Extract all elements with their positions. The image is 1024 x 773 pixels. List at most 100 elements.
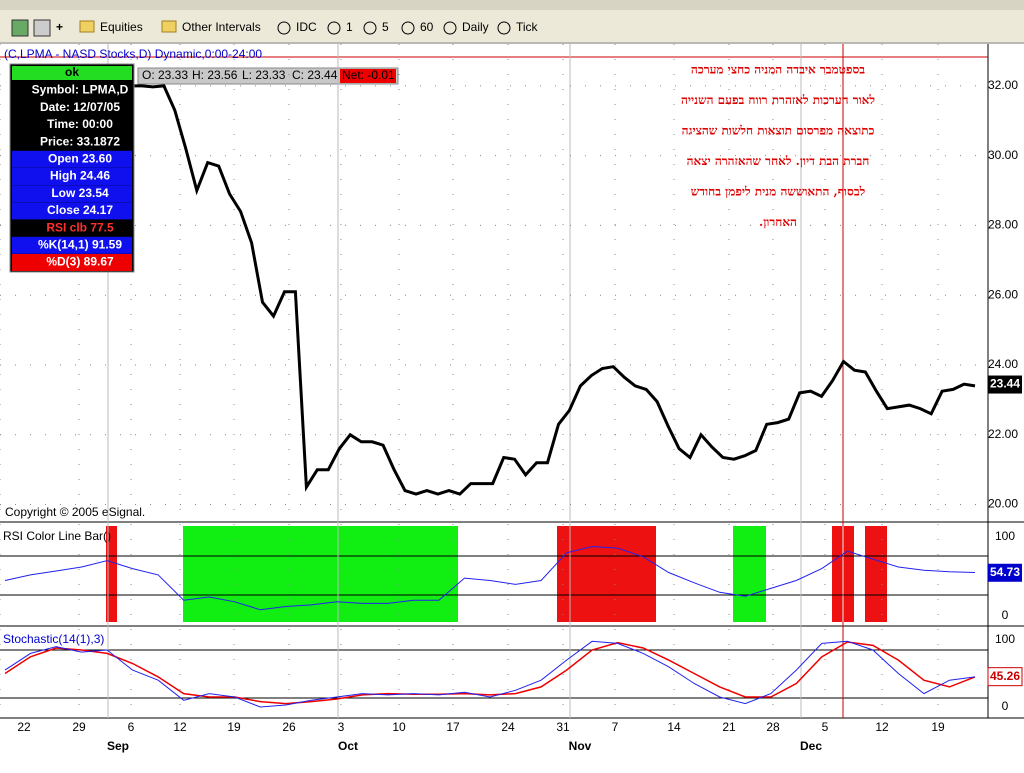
- info-row: [12, 150, 132, 168]
- folder-icon: [79, 20, 95, 33]
- info-text: Symbol: LPMA,D: [32, 83, 129, 97]
- rsi-last: 54.73: [990, 565, 1020, 579]
- quote: O: 23.33: [142, 68, 188, 82]
- rsi-zone: [183, 526, 458, 622]
- x-day: 12: [875, 720, 889, 734]
- stoch-last-box: [987, 667, 1023, 687]
- quote-bar: [137, 67, 399, 85]
- stoch-k: [4, 640, 976, 708]
- info-text: Low 23.54: [51, 186, 109, 200]
- x-day: 24: [501, 720, 515, 734]
- info-text: %D(3) 89.67: [46, 255, 114, 269]
- tool-icon: [33, 19, 51, 37]
- toolbar-item[interactable]: Equities: [100, 20, 143, 34]
- quote: C: 23.44: [292, 68, 338, 82]
- plus-icon: +: [56, 20, 63, 34]
- folder-icon: [161, 20, 177, 33]
- tool-icon: [11, 19, 29, 37]
- info-row: [12, 185, 132, 203]
- x-month: Nov: [569, 739, 592, 753]
- radio-icon: [327, 21, 341, 35]
- radio-icon: [443, 21, 457, 35]
- y-tick-label: 22.00: [988, 427, 1018, 441]
- x-day: 28: [766, 720, 780, 734]
- x-day: 29: [72, 720, 86, 734]
- y-tick-label: 28.00: [988, 218, 1018, 232]
- info-text: Date: 12/07/05: [40, 100, 120, 114]
- y-tick-label: 30.00: [988, 148, 1018, 162]
- info-row: [12, 254, 132, 271]
- rsi-zone: [106, 526, 117, 622]
- stoch-tick: 0: [1002, 699, 1009, 713]
- y-tick-label: 26.00: [988, 287, 1018, 301]
- rsi-tick: 0: [1002, 608, 1009, 622]
- rsi-line: [4, 545, 976, 611]
- radio-icon: [497, 21, 511, 35]
- rsi-zone: [733, 526, 766, 622]
- quote: Net: -0.01: [342, 68, 395, 82]
- x-day: 12: [173, 720, 187, 734]
- toolbar-item[interactable]: Tick: [516, 20, 539, 34]
- x-day: 21: [722, 720, 736, 734]
- info-text: RSI clb 77.5: [46, 220, 114, 234]
- rsi-tick: 100: [995, 529, 1015, 543]
- info-row: [12, 66, 132, 80]
- x-day: 19: [931, 720, 945, 734]
- y-tick-label: 32.00: [988, 78, 1018, 92]
- x-day: 26: [282, 720, 296, 734]
- x-axis: [0, 719, 1024, 768]
- x-day: 10: [392, 720, 406, 734]
- info-row: [12, 133, 132, 151]
- info-row: [12, 99, 132, 117]
- x-month: Dec: [800, 739, 822, 753]
- rsi-zone: [557, 526, 656, 622]
- toolbar-item[interactable]: IDC: [296, 20, 317, 34]
- x-day: 3: [338, 720, 345, 734]
- info-text: Time: 00:00: [47, 117, 113, 131]
- info-text: ok: [65, 65, 79, 79]
- annotation-line: לבסוף, התאוששה מנית ליפמן בחודש: [691, 185, 865, 199]
- x-month: Sep: [107, 739, 129, 753]
- rsi-zone: [832, 526, 842, 622]
- info-row: [12, 82, 132, 99]
- rsi-zone: [844, 526, 854, 622]
- info-row: [12, 202, 132, 220]
- x-day: 19: [227, 720, 241, 734]
- last-price-box: [988, 375, 1022, 394]
- stoch-d: [4, 641, 976, 705]
- toolbar-item[interactable]: 1: [346, 20, 353, 34]
- stoch-tick: 100: [995, 632, 1015, 646]
- x-month: Oct: [338, 739, 358, 753]
- info-row: [12, 168, 132, 185]
- toolbar-item[interactable]: 60: [420, 20, 434, 34]
- annotation-line: חברת הבת דיון. לאחר שהאזהרה יצאה: [687, 154, 870, 168]
- rsi-last-box: [988, 563, 1022, 582]
- annotation-line: האחרון.: [759, 215, 797, 229]
- stoch-last: 45.26: [990, 669, 1020, 683]
- toolbar-item[interactable]: Daily: [462, 20, 489, 34]
- info-text: Close 24.17: [47, 203, 113, 217]
- last-price: 23.44: [990, 377, 1020, 391]
- annotation-line: בספטמבר איבדה המניה כחצי מערכה: [691, 63, 865, 77]
- rsi-zone: [865, 526, 887, 622]
- rsi-zones: [106, 526, 887, 622]
- info-text: Open 23.60: [48, 151, 112, 165]
- info-text: Price: 33.1872: [40, 134, 120, 148]
- radio-icon: [363, 21, 377, 35]
- x-day: 22: [17, 720, 31, 734]
- x-day: 14: [667, 720, 681, 734]
- price-panel: [0, 44, 988, 522]
- info-text: %K(14,1) 91.59: [38, 237, 122, 251]
- annotation-line: כתוצאה מפרסום תוצאות חלשות שהציגה: [682, 124, 875, 138]
- toolbar-item[interactable]: Other Intervals: [182, 20, 261, 34]
- info-row: [12, 116, 132, 134]
- x-day: 6: [128, 720, 135, 734]
- copyright: Copyright © 2005 eSignal.: [5, 505, 145, 519]
- chart-title: (C,LPMA - NASD Stocks,D) Dynamic,0:00-24…: [4, 47, 262, 61]
- toolbar-item[interactable]: 5: [382, 20, 389, 34]
- toolbar-top: [0, 0, 1024, 10]
- info-row: [12, 236, 132, 254]
- price-line: [131, 84, 976, 496]
- stoch-title: Stochastic(14(1),3): [3, 632, 104, 646]
